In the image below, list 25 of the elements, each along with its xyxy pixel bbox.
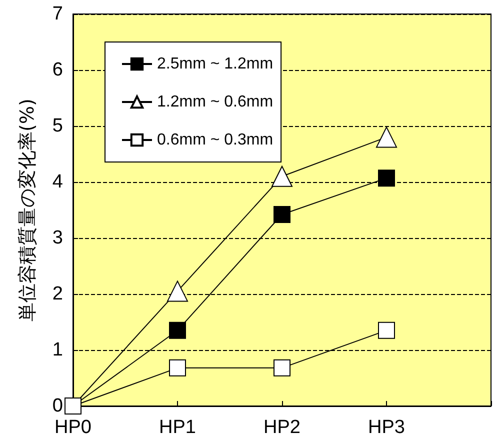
x-tick-label: HP3 xyxy=(368,417,405,438)
y-tick-label: 6 xyxy=(52,60,63,80)
x-tick-label: HP0 xyxy=(54,417,92,438)
point xyxy=(376,126,397,148)
legend-label: 0.6mm ~ 0.3mm xyxy=(157,132,274,148)
point xyxy=(272,166,292,187)
point xyxy=(167,280,188,302)
x-tick-label: HP2 xyxy=(264,417,300,438)
legend-label: 1.2mm ~ 0.6mm xyxy=(157,94,274,110)
point xyxy=(378,322,395,339)
y-tick-label: 3 xyxy=(52,228,63,248)
y-tick-label: 4 xyxy=(52,172,64,192)
y-tick-label: 7 xyxy=(52,4,63,24)
y-tick-label: 2 xyxy=(52,284,63,304)
y-axis-title: 単位容積質量の変化率(%) xyxy=(16,98,38,322)
legend-label: 2.5mm ~ 1.2mm xyxy=(157,56,274,72)
point xyxy=(169,359,186,376)
y-tick-label: 1 xyxy=(52,340,63,360)
point xyxy=(274,359,290,376)
x-tick-label: HP1 xyxy=(159,417,196,438)
y-tick-label: 5 xyxy=(52,116,63,136)
point xyxy=(169,322,186,339)
y-tick-label: 0 xyxy=(52,396,63,416)
point xyxy=(378,170,395,187)
point xyxy=(274,206,290,223)
